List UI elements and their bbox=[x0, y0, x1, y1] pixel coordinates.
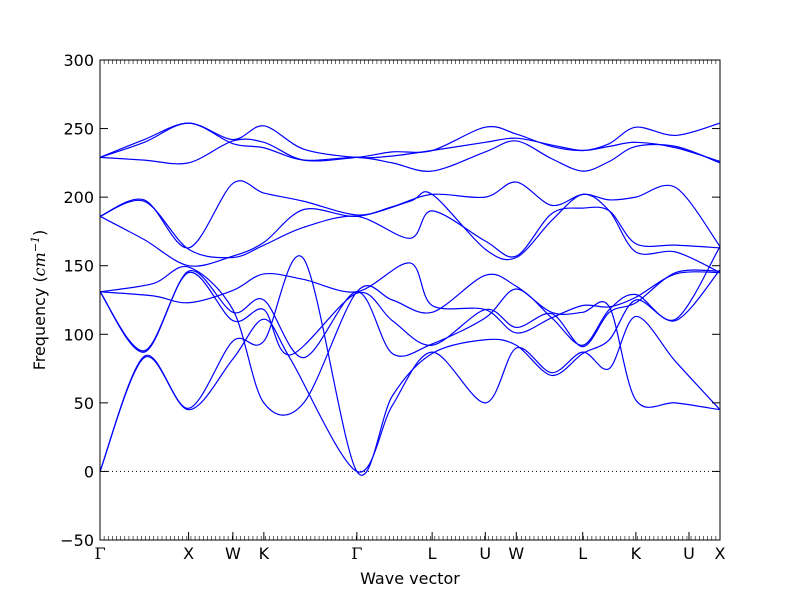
series-line-3 bbox=[100, 269, 720, 356]
plot-frame bbox=[99, 59, 721, 541]
x-tick-label: X bbox=[183, 544, 194, 563]
series-line-12 bbox=[100, 122, 720, 172]
axes-layer bbox=[99, 59, 721, 541]
x-tick-label: L bbox=[428, 544, 437, 563]
series-line-4 bbox=[100, 246, 720, 359]
series-line-6 bbox=[100, 265, 720, 416]
x-tick-label: W bbox=[508, 544, 524, 563]
y-axis-title: Frequency (cm−1) bbox=[29, 230, 49, 371]
x-tick-label: X bbox=[715, 544, 726, 563]
y-tick-label: 250 bbox=[63, 120, 94, 139]
series-layer bbox=[100, 122, 720, 476]
x-tick-label: Γ bbox=[351, 544, 362, 563]
series-line-9 bbox=[100, 180, 720, 249]
series-line-2 bbox=[100, 255, 720, 476]
y-tick-label: 0 bbox=[84, 462, 94, 481]
x-tick-label: Γ bbox=[94, 544, 105, 563]
y-tick-label: 150 bbox=[63, 257, 94, 276]
y-tick-label: 50 bbox=[74, 394, 94, 413]
y-tick-label: 100 bbox=[63, 325, 94, 344]
series-line-11 bbox=[100, 122, 720, 163]
x-tick-label: L bbox=[578, 544, 587, 563]
x-tick-label: W bbox=[225, 544, 241, 563]
x-tick-label: K bbox=[631, 544, 642, 563]
y-tick-label: 300 bbox=[63, 51, 94, 70]
series-line-5 bbox=[100, 262, 720, 334]
y-tick-label: 200 bbox=[63, 188, 94, 207]
series-line-7 bbox=[100, 199, 720, 259]
x-tick-label: U bbox=[683, 544, 695, 563]
x-tick-label: U bbox=[479, 544, 491, 563]
series-line-1 bbox=[100, 315, 720, 473]
x-tick-label: K bbox=[259, 544, 270, 563]
series-line-8 bbox=[100, 191, 720, 274]
y-tick-label: −50 bbox=[60, 531, 94, 550]
x-axis-title: Wave vector bbox=[360, 569, 460, 588]
